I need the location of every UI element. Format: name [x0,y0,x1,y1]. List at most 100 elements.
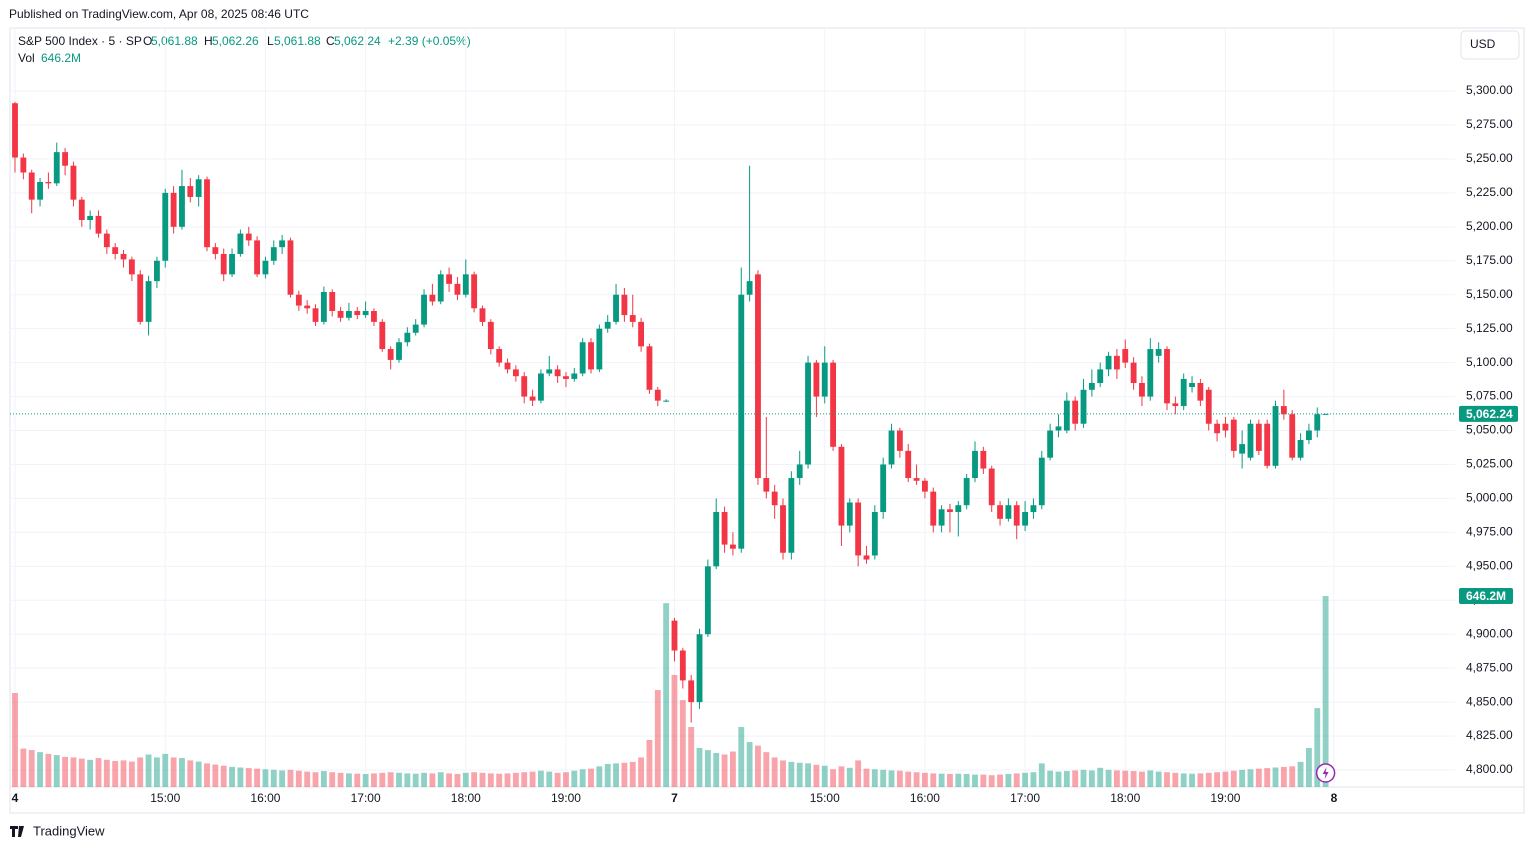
candle-body [212,247,219,254]
volume-bar [1130,771,1137,787]
candle-body [87,215,94,221]
volume-bar [679,700,686,787]
volume-bar [838,766,845,787]
volume-bar [412,773,419,787]
volume-bar [1239,769,1246,787]
volume-bar [187,760,194,787]
currency[interactable]: USD [1470,37,1496,51]
candle-body [1122,349,1129,363]
candle-body [1097,369,1104,383]
volume-bar [888,770,895,787]
candle-body [45,182,52,184]
candle-body [1322,413,1329,415]
volume-bar [462,772,469,787]
volume-bar [446,773,453,787]
volume-bar [1280,766,1287,787]
volume-bar [387,772,394,787]
candle-body [646,346,653,390]
candle-body [312,308,319,322]
volume-bar [1122,770,1129,787]
volume-bar [1230,770,1237,787]
candle-body [304,305,311,309]
volume-bar [1030,772,1037,787]
candle-body [729,544,736,549]
x-tick-label: 19:00 [1210,791,1240,805]
volume-bar [830,769,837,787]
volume-bar [304,771,311,787]
volume-bar [1080,769,1087,787]
candle-body [220,253,227,275]
candle-body [830,362,837,447]
volume-bar [780,760,786,787]
candle-body [1239,444,1246,454]
candle-body [888,430,895,465]
candle-body [229,253,235,275]
candle-body [980,450,987,469]
candle-body [254,240,261,275]
candle-body [204,179,210,248]
volume-bar [738,727,745,787]
candle-body [846,502,853,526]
candle-body [120,253,127,260]
volume-bar [988,775,995,787]
volume-bar [487,773,494,787]
volume-bar [112,760,119,787]
volume-bar [1038,763,1045,787]
candle-body [930,491,937,526]
volume-bar [654,690,661,787]
volume-bar [1097,767,1104,787]
candle-body [788,478,795,553]
volume-bar [70,757,77,787]
candle-body [1180,378,1187,407]
volume-bar [329,772,336,787]
volume-bar [629,761,636,787]
volume-bar [905,771,912,787]
volume-bar [212,764,219,787]
volume-bar [588,768,594,787]
volume-bar [170,757,177,787]
candle-body [1205,389,1212,424]
volume-bar [471,772,478,787]
candle-body [1305,430,1312,441]
candle-body [613,294,619,322]
high-key: H [204,34,213,48]
candle-body [195,179,202,197]
candle-body [471,274,478,309]
volume-bar [805,763,811,787]
volume-bar [53,755,60,787]
candle-body [813,362,820,397]
candle-body [170,192,177,227]
candle-body [638,321,645,347]
volume-bar [571,770,578,787]
currency-button[interactable] [1460,30,1520,60]
candle-body [554,369,561,377]
volume-bar [1180,773,1187,787]
candle-body [947,509,953,512]
candle-body [1005,505,1012,519]
volume-bar [537,770,544,787]
candle-body [921,480,928,492]
volume-bar [980,774,987,787]
candle-body [563,376,569,379]
candle-body [671,620,678,651]
volume-bar [95,758,102,787]
icon-bolt [1322,767,1329,779]
candle-body [137,274,144,322]
volume-bar [1189,773,1195,787]
volume-bar [563,772,569,787]
x-tick-label: 15:00 [150,791,180,805]
vol-name: Vol [18,51,35,65]
volume-bar [245,768,252,787]
change: +2.39 (+0.05%) [388,34,471,48]
y-tick-label: 5,200.00 [1466,219,1513,233]
volume-bar [454,773,461,787]
candle-body [53,152,60,184]
candle-body [721,512,728,545]
volume-bar [254,768,261,787]
y-tick-label: 5,300.00 [1466,83,1513,97]
volume-bar [270,769,277,787]
volume-bar [846,767,853,787]
volume-bar [938,773,945,787]
volume-bar [1147,770,1154,787]
candle-body [95,215,102,234]
